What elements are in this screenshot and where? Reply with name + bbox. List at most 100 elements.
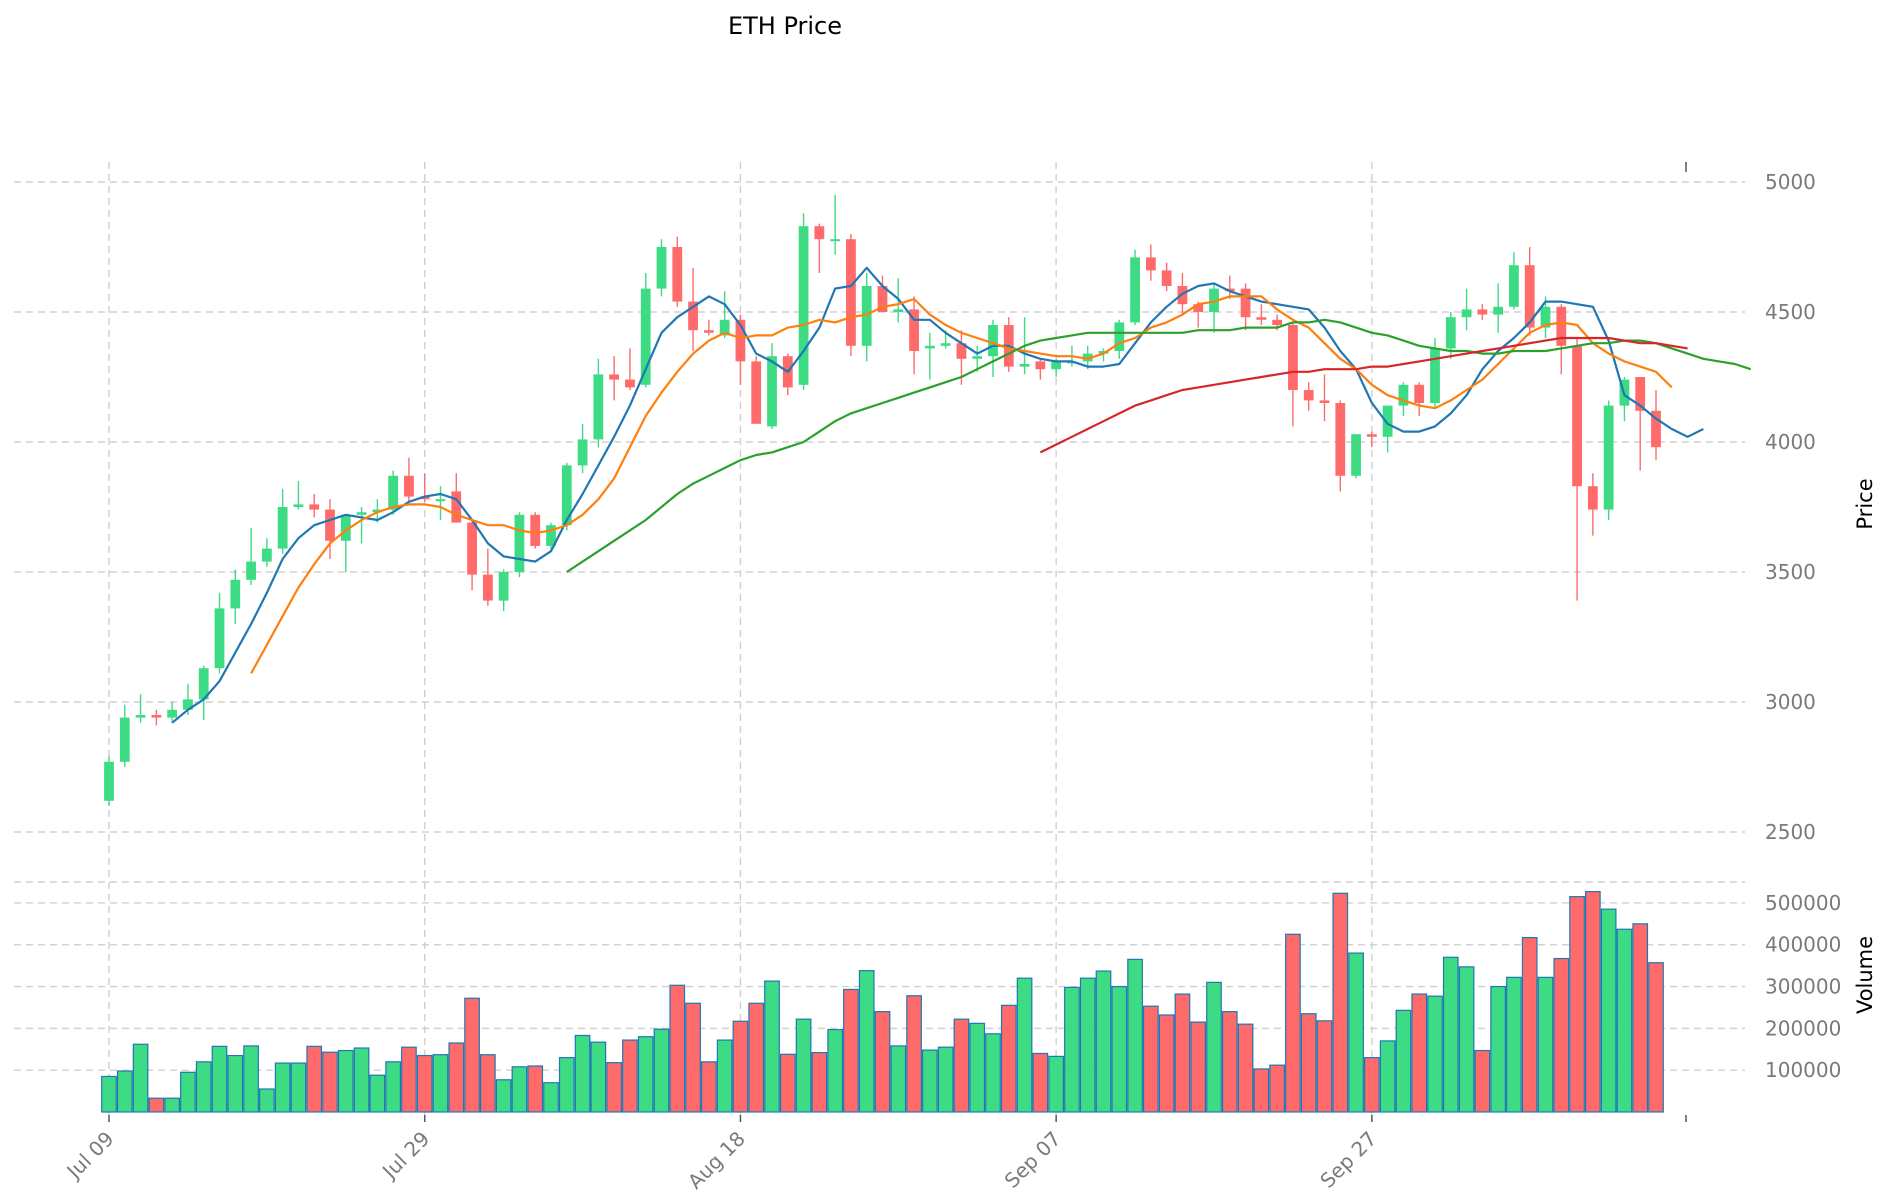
volume-bar xyxy=(527,1065,544,1113)
moving-average-lines xyxy=(171,266,1752,724)
volume-bar xyxy=(764,980,780,1113)
volume-bar xyxy=(1000,1004,1017,1113)
volume-bar xyxy=(906,995,922,1113)
volume-bar xyxy=(558,1057,575,1113)
volume-bar xyxy=(637,1036,654,1113)
volume-bar xyxy=(700,1061,717,1113)
volume-bar xyxy=(1616,928,1633,1113)
date-tick-label: Sep 07 xyxy=(1000,1127,1066,1193)
volume-bar xyxy=(827,1029,844,1113)
moving-average-line xyxy=(1039,336,1688,454)
candle-body xyxy=(1603,405,1614,510)
candle-body xyxy=(151,715,162,718)
volume-bar xyxy=(1506,976,1522,1113)
candle-body xyxy=(514,514,525,572)
volume-bar xyxy=(274,1062,291,1113)
candle-body xyxy=(893,309,904,312)
candle-body xyxy=(861,286,872,346)
volume-tick-label: 400000 xyxy=(1765,933,1841,957)
volume-bar xyxy=(322,1051,338,1113)
volume-bar xyxy=(1048,1055,1065,1113)
volume-bar xyxy=(227,1054,244,1113)
candle-body xyxy=(1382,405,1393,437)
candle-body xyxy=(261,548,272,562)
volume-bar xyxy=(669,984,686,1113)
volume-bar xyxy=(606,1062,623,1113)
candle-body xyxy=(924,345,935,349)
volume-bar xyxy=(1332,892,1349,1113)
volume-axis-label: Volume xyxy=(1853,936,1877,1014)
candle-body xyxy=(656,247,667,289)
volume-bar xyxy=(464,997,480,1113)
candle-body xyxy=(1556,306,1567,346)
volume-bar xyxy=(937,1046,954,1113)
candle-body xyxy=(814,226,825,240)
volume-bar xyxy=(1127,958,1143,1113)
date-tick-label: Jul 09 xyxy=(61,1127,119,1185)
candle-body xyxy=(1082,353,1093,362)
candle-body xyxy=(640,288,651,385)
volume-bar xyxy=(1379,1040,1396,1113)
candle-body xyxy=(1651,410,1661,448)
volume-bar xyxy=(416,1054,433,1113)
candle-body xyxy=(119,717,130,762)
volume-bar xyxy=(811,1052,828,1113)
candle-body xyxy=(246,561,256,580)
volume-bar xyxy=(1064,986,1080,1113)
candle-body xyxy=(1587,486,1598,510)
volume-bar xyxy=(290,1062,307,1113)
volume-bar xyxy=(622,1039,638,1113)
price-tick-label: 3000 xyxy=(1765,690,1816,714)
volume-bar xyxy=(164,1097,181,1113)
volume-bar xyxy=(890,1045,907,1113)
candle-body xyxy=(293,504,304,507)
volume-bar xyxy=(132,1043,149,1113)
volume-bar xyxy=(543,1082,559,1113)
candle-body xyxy=(1572,345,1582,487)
candle-body xyxy=(1493,306,1504,315)
price-tick-label: 4500 xyxy=(1765,300,1816,324)
candle-body xyxy=(719,319,730,336)
candle-body xyxy=(940,343,951,346)
volume-bar xyxy=(1442,956,1459,1113)
volume-bar xyxy=(685,1002,701,1113)
volume-bar xyxy=(1095,970,1112,1113)
candle-body xyxy=(451,491,462,523)
candle-body xyxy=(1035,361,1046,370)
volume-bar xyxy=(779,1053,796,1113)
candle-body xyxy=(751,361,762,424)
candle-body xyxy=(1524,265,1535,328)
candle-body xyxy=(988,325,998,357)
candle-body xyxy=(1366,434,1377,437)
volume-bar xyxy=(732,1020,749,1113)
candlesticks xyxy=(104,195,1661,806)
candle-body xyxy=(877,286,888,312)
volume-bar xyxy=(353,1047,370,1113)
price-tick-label: 2500 xyxy=(1765,820,1816,844)
candle-body xyxy=(1272,319,1283,325)
candle-body xyxy=(1193,304,1204,312)
candle-body xyxy=(1635,377,1646,411)
candle-body xyxy=(1114,322,1125,351)
candle-body xyxy=(1319,400,1330,403)
volume-bar xyxy=(1348,952,1364,1113)
candle-body xyxy=(546,525,556,546)
volume-bar xyxy=(1253,1068,1270,1113)
candle-body xyxy=(183,699,193,710)
candle-body xyxy=(167,709,178,718)
volume-bar xyxy=(843,988,859,1113)
candle-body xyxy=(482,574,493,601)
candle-body xyxy=(1161,270,1172,286)
candle-body xyxy=(1540,306,1551,328)
candle-body xyxy=(277,507,288,549)
candle-body xyxy=(1224,288,1235,292)
candle-body xyxy=(625,379,635,388)
candle-body xyxy=(1145,257,1156,271)
candle-body xyxy=(340,514,351,541)
candle-body xyxy=(1398,384,1409,406)
volume-bar xyxy=(1190,1021,1207,1113)
candle-body xyxy=(593,374,604,440)
moving-average-line xyxy=(171,266,1704,724)
candle-body xyxy=(1240,288,1251,318)
